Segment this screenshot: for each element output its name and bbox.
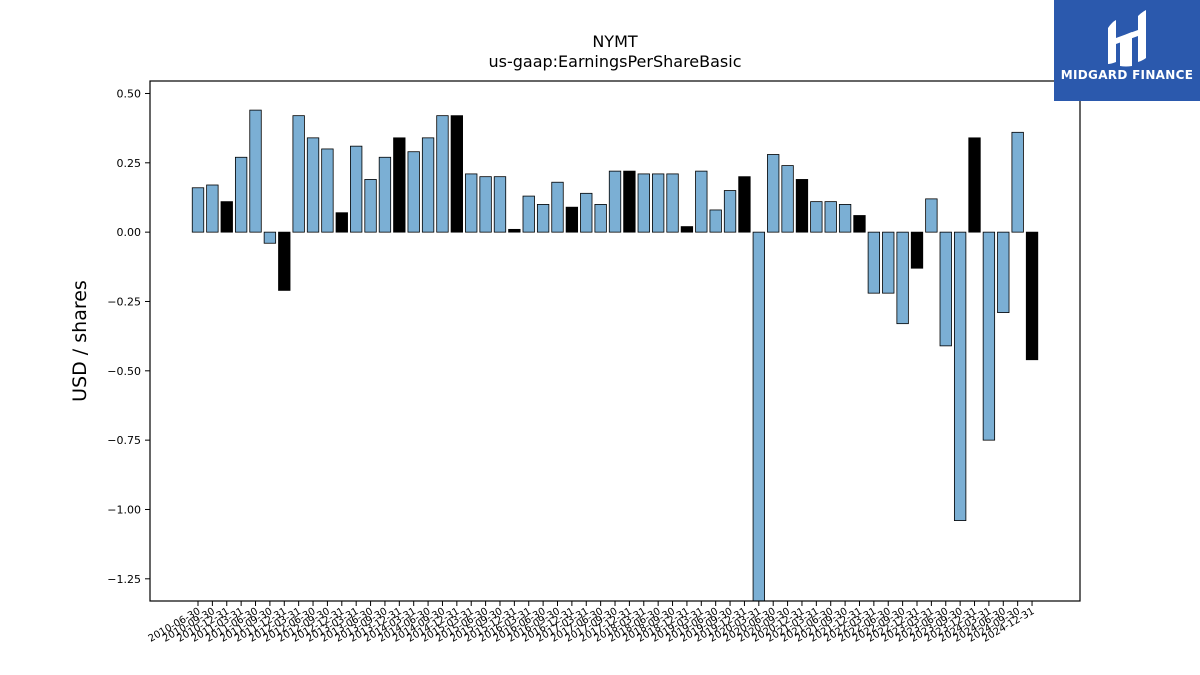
- bar-2020-12-31: [795, 179, 809, 233]
- y-tick-label: −1.25: [107, 573, 141, 586]
- y-tick-label: −1.00: [107, 503, 141, 516]
- bar-2012-03-31: [292, 115, 305, 233]
- y-tick-label: 0.25: [117, 157, 142, 170]
- bar-2023-06-30: [939, 231, 952, 347]
- bar-2016-12-31: [565, 206, 579, 233]
- bar-2011-03-31: [234, 156, 248, 233]
- bar-2011-06-30: [249, 109, 262, 233]
- bar-2010-06-30: [191, 187, 205, 233]
- y-axis: 0.50 0.25 0.00 −0.25 −0.50 −0.75 −1.00 −1.25: [107, 87, 150, 586]
- bar-2020-09-30: [781, 165, 794, 233]
- bar-2013-12-31: [393, 137, 406, 233]
- chart-subtitle: us-gaap:EarningsPerShareBasic: [488, 52, 742, 71]
- bar-2018-12-31: [680, 226, 694, 233]
- y-tick-label: −0.25: [107, 295, 141, 308]
- bar-2024-03-31: [982, 231, 996, 441]
- bar-2017-06-30: [594, 204, 607, 233]
- bars-group: [191, 109, 1039, 602]
- y-axis-label: USD / shares: [69, 280, 91, 402]
- x-axis: 2010-06-302010-09-302010-12-312011-03-31…: [147, 601, 1037, 645]
- bar-2014-06-30: [421, 137, 435, 233]
- bar-2017-03-31: [580, 192, 593, 233]
- bar-2019-06-30: [709, 209, 722, 233]
- bar-2014-09-30: [436, 115, 449, 233]
- brand-logo: MIDGARD FINANCE: [1054, 0, 1200, 101]
- chart-title: NYMT: [592, 32, 638, 51]
- bar-2015-09-30: [493, 176, 507, 233]
- bar-2022-09-30: [896, 231, 909, 325]
- bar-2022-03-31: [867, 231, 881, 294]
- bar-2016-03-31: [522, 195, 535, 233]
- y-tick-label: 0.00: [117, 226, 142, 239]
- bar-2024-12-31: [1025, 231, 1039, 361]
- bar-2015-03-31: [465, 173, 478, 233]
- bar-2015-06-30: [479, 176, 492, 233]
- bar-2010-09-30: [206, 184, 219, 233]
- bar-2018-03-31: [637, 173, 650, 233]
- y-tick-label: −0.50: [107, 365, 141, 378]
- bar-2020-06-30: [767, 154, 780, 233]
- bar-2012-06-30: [306, 137, 320, 233]
- bar-2023-12-31: [968, 137, 981, 233]
- bar-2023-03-31: [925, 198, 938, 233]
- bar-2022-06-30: [882, 231, 895, 294]
- bar-2012-12-31: [335, 212, 348, 233]
- bar-2018-06-30: [652, 173, 665, 233]
- plot-frame: [149, 80, 1081, 602]
- y-tick-label: 0.50: [117, 87, 142, 100]
- bar-2019-03-31: [695, 170, 708, 233]
- bar-2013-03-31: [350, 145, 363, 233]
- bar-2017-12-31: [623, 170, 636, 233]
- bar-2024-09-30: [1011, 131, 1024, 233]
- bar-2014-03-31: [407, 151, 420, 233]
- bar-2016-09-30: [551, 181, 564, 233]
- bar-2015-12-31: [508, 228, 521, 233]
- bar-2011-12-31: [278, 231, 291, 291]
- y-tick-label: −0.75: [107, 434, 141, 447]
- bar-2021-12-31: [853, 215, 866, 233]
- bar-2018-09-30: [666, 173, 679, 233]
- bar-2022-12-31: [910, 231, 924, 269]
- bar-2023-09-30: [953, 231, 967, 521]
- bar-2010-12-31: [220, 201, 233, 233]
- bar-2013-06-30: [364, 179, 377, 233]
- bar-2021-06-30: [824, 201, 837, 233]
- bar-2016-06-30: [536, 204, 550, 233]
- bar-2019-09-30: [723, 190, 737, 233]
- bar-2017-09-30: [608, 170, 622, 233]
- bar-2014-12-31: [450, 115, 463, 233]
- bar-2019-12-31: [738, 176, 751, 233]
- bar-2024-06-30: [997, 231, 1010, 313]
- bar-2020-03-31: [752, 231, 765, 602]
- bar-2021-03-31: [810, 201, 823, 233]
- bar-2021-09-30: [838, 204, 852, 233]
- bar-2013-09-30: [378, 156, 392, 233]
- bar-2011-09-30: [263, 231, 277, 244]
- bar-2012-09-30: [321, 148, 334, 233]
- midgard-logo-icon: [1108, 10, 1146, 67]
- logo-text: MIDGARD FINANCE: [1060, 68, 1194, 82]
